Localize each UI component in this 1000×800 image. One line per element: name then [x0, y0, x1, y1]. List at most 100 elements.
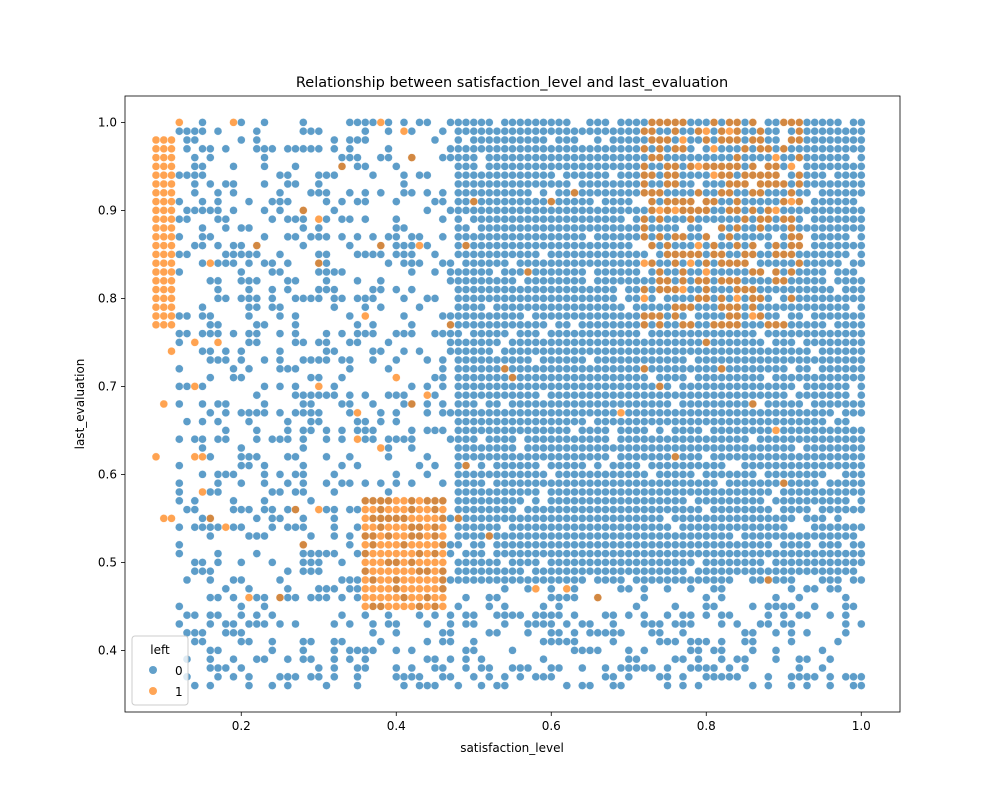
data-point-left-0 — [616, 223, 626, 233]
data-point-left-1 — [733, 162, 742, 171]
data-point-left-0 — [787, 144, 796, 154]
data-point-left-0 — [694, 135, 703, 145]
data-point-left-0 — [182, 329, 192, 338]
data-point-left-0 — [469, 443, 478, 453]
data-point-left-0 — [663, 567, 672, 576]
data-point-left-0 — [624, 285, 633, 294]
data-point-left-0 — [260, 496, 269, 505]
data-point-left-0 — [616, 303, 626, 312]
data-point-left-1 — [725, 276, 734, 285]
data-point-left-1 — [640, 214, 649, 224]
data-point-left-1 — [795, 241, 804, 250]
data-point-left-0 — [733, 549, 742, 558]
data-point-left-0 — [446, 311, 455, 321]
data-point-left-1 — [686, 320, 695, 329]
data-point-left-0 — [833, 531, 843, 541]
data-point-left-0 — [562, 267, 571, 277]
data-point-left-0 — [640, 611, 649, 620]
data-point-left-0 — [368, 250, 378, 259]
data-point-left-0 — [477, 470, 486, 479]
data-point-left-0 — [655, 162, 664, 171]
data-point-left-1 — [415, 241, 424, 250]
data-point-left-0 — [593, 523, 602, 532]
data-point-left-0 — [330, 663, 339, 673]
data-point-left-0 — [833, 276, 843, 285]
data-point-left-0 — [314, 170, 323, 180]
data-point-left-0 — [283, 426, 292, 435]
data-point-left-0 — [663, 259, 672, 268]
data-point-left-0 — [671, 241, 680, 250]
data-point-left-0 — [655, 523, 664, 532]
data-point-left-0 — [260, 593, 269, 602]
data-point-left-0 — [771, 197, 781, 206]
data-point-left-0 — [531, 232, 540, 242]
data-point-left-0 — [306, 426, 316, 435]
data-point-left-0 — [461, 118, 471, 127]
data-point-left-0 — [469, 496, 478, 505]
data-point-left-0 — [849, 214, 858, 224]
data-point-left-1 — [399, 593, 409, 602]
data-point-left-1 — [221, 523, 231, 532]
data-point-left-0 — [508, 523, 517, 532]
data-point-left-0 — [523, 540, 533, 549]
data-point-left-0 — [368, 355, 378, 365]
data-point-left-0 — [756, 364, 765, 373]
data-point-left-0 — [593, 241, 602, 250]
data-point-left-0 — [190, 206, 200, 215]
data-point-left-0 — [206, 575, 215, 585]
data-point-left-0 — [461, 505, 471, 514]
data-point-left-1 — [787, 250, 796, 259]
data-point-left-0 — [655, 567, 664, 576]
data-point-left-0 — [539, 118, 548, 127]
data-point-left-0 — [678, 347, 688, 356]
data-point-left-0 — [554, 408, 564, 417]
data-point-left-1 — [702, 294, 711, 303]
data-point-left-0 — [454, 170, 463, 180]
data-point-left-0 — [849, 408, 858, 417]
data-point-left-0 — [523, 144, 533, 154]
data-point-left-0 — [849, 470, 858, 479]
data-point-left-0 — [299, 214, 308, 224]
data-point-left-0 — [492, 487, 502, 497]
data-point-left-1 — [647, 241, 657, 250]
data-point-left-0 — [601, 144, 610, 154]
data-point-left-0 — [190, 162, 200, 171]
data-point-left-0 — [702, 575, 711, 585]
data-point-left-0 — [841, 276, 850, 285]
data-point-left-0 — [601, 338, 610, 347]
data-point-left-1 — [159, 250, 169, 259]
data-point-left-0 — [175, 197, 184, 206]
data-point-left-0 — [678, 170, 688, 180]
data-point-left-0 — [353, 426, 362, 435]
data-point-left-0 — [632, 435, 641, 444]
data-point-left-1 — [399, 496, 409, 505]
data-point-left-0 — [663, 408, 672, 417]
data-point-left-0 — [508, 276, 517, 285]
data-point-left-0 — [554, 470, 564, 479]
data-point-left-0 — [485, 285, 494, 294]
data-point-left-0 — [221, 250, 231, 259]
data-point-left-0 — [616, 549, 626, 558]
data-point-left-0 — [376, 153, 385, 162]
data-point-left-0 — [322, 232, 331, 242]
data-point-left-0 — [725, 223, 734, 233]
data-point-left-0 — [609, 567, 618, 576]
data-point-left-0 — [756, 531, 765, 541]
data-point-left-1 — [151, 311, 161, 321]
data-point-left-0 — [539, 338, 548, 347]
data-point-left-0 — [647, 628, 657, 637]
data-point-left-0 — [826, 487, 835, 497]
data-point-left-1 — [399, 531, 409, 541]
data-point-left-0 — [593, 214, 602, 224]
data-point-left-0 — [306, 496, 316, 505]
data-point-left-0 — [717, 417, 726, 426]
data-point-left-0 — [492, 408, 502, 417]
data-point-left-0 — [392, 435, 401, 444]
data-point-left-0 — [764, 126, 773, 136]
data-point-left-0 — [477, 479, 486, 488]
data-point-left-0 — [694, 452, 703, 461]
data-point-left-0 — [826, 223, 835, 233]
data-point-left-0 — [841, 232, 850, 242]
data-point-left-1 — [159, 241, 169, 250]
data-point-left-0 — [562, 276, 571, 285]
